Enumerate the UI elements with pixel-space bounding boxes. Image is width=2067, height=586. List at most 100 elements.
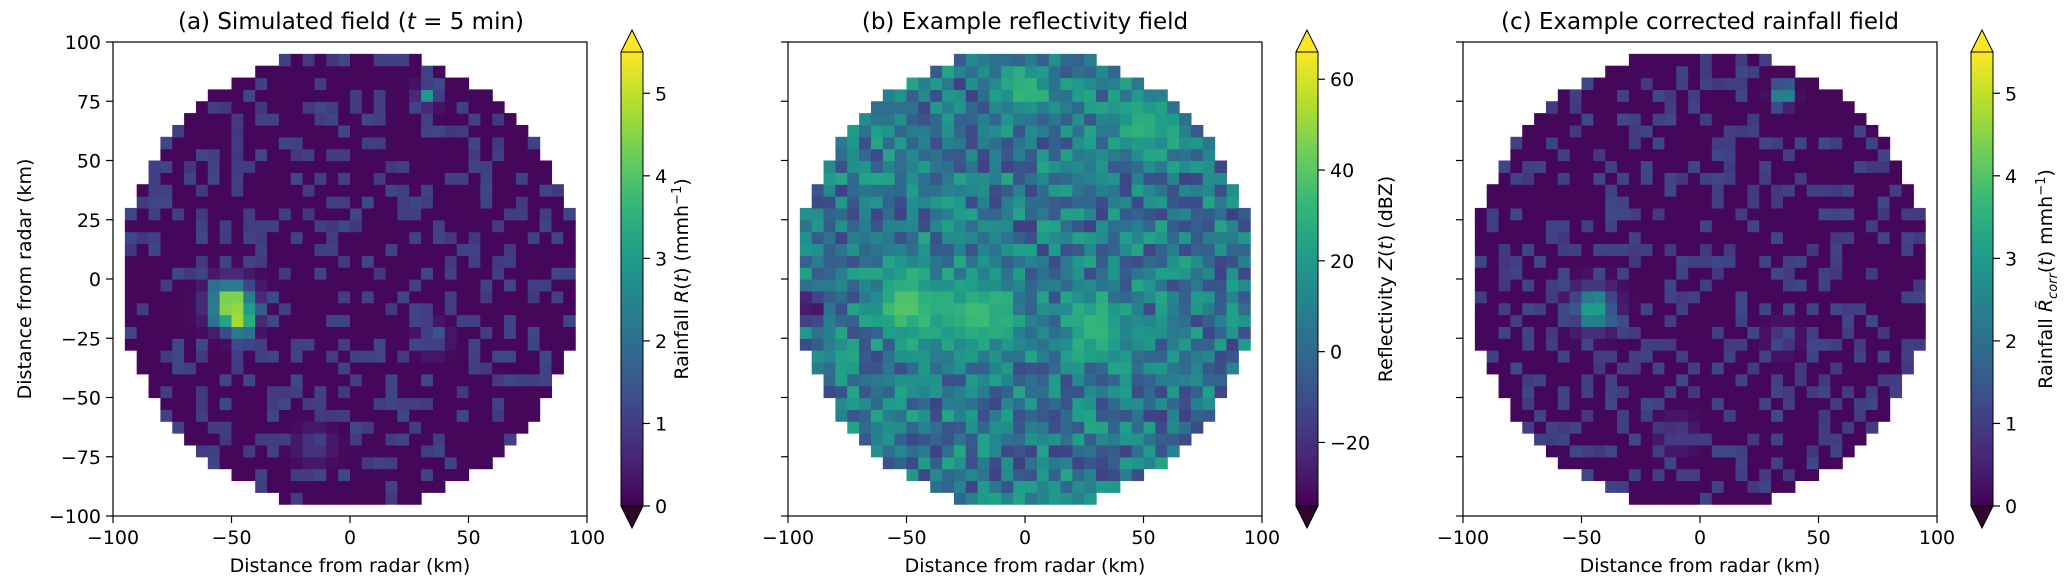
heatmap-cell — [551, 314, 564, 327]
heatmap-cell — [1617, 148, 1630, 162]
heatmap-cell — [527, 207, 541, 221]
heatmap-cell — [977, 243, 991, 256]
heatmap-cell — [1605, 456, 1618, 470]
heatmap-cell — [894, 456, 908, 470]
heatmap-cell — [515, 267, 529, 280]
heatmap-cell — [456, 361, 470, 375]
heatmap-cell — [1664, 279, 1677, 292]
heatmap-cell — [243, 207, 256, 221]
heatmap-cell — [468, 433, 481, 446]
heatmap-cell — [432, 124, 446, 138]
heatmap-cell — [338, 338, 351, 351]
heatmap-cell — [492, 338, 505, 351]
heatmap-cell — [1013, 172, 1026, 185]
heatmap-cell — [882, 314, 896, 327]
heatmap-cell — [231, 124, 244, 138]
heatmap-cell — [1700, 89, 1713, 102]
heatmap-cell — [314, 53, 327, 67]
heatmap-cell — [492, 184, 505, 197]
heatmap-cell — [989, 184, 1002, 197]
heatmap-cell — [1167, 302, 1180, 316]
heatmap-cell — [1865, 148, 1879, 162]
heatmap-cell — [255, 255, 268, 268]
heatmap-cell — [231, 207, 244, 221]
heatmap-cell — [1711, 444, 1725, 458]
heatmap-cell — [1179, 421, 1192, 434]
heatmap-cell — [444, 326, 458, 339]
heatmap-cell — [1143, 160, 1156, 173]
heatmap-cell — [1522, 290, 1535, 304]
heatmap-cell — [1072, 279, 1085, 292]
heatmap-cell — [811, 219, 825, 233]
heatmap-cell — [421, 409, 434, 422]
heatmap-cell — [1072, 255, 1085, 268]
heatmap-cell — [1854, 255, 1867, 268]
heatmap-cell — [539, 338, 553, 351]
heatmap-cell — [930, 338, 943, 351]
heatmap-cell — [1711, 314, 1725, 327]
heatmap-cell — [444, 373, 458, 387]
heatmap-cell — [1119, 314, 1133, 327]
heatmap-cell — [1001, 255, 1014, 268]
heatmap-cell — [1735, 160, 1748, 173]
heatmap-cell — [965, 124, 979, 138]
heatmap-cell — [468, 456, 481, 470]
heatmap-cell — [1735, 89, 1748, 102]
heatmap-cell — [1842, 350, 1855, 363]
heatmap-cell — [1001, 89, 1014, 102]
heatmap-cell — [1557, 385, 1571, 399]
heatmap-cell — [965, 113, 979, 126]
heatmap-cell — [1179, 136, 1192, 150]
heatmap-cell — [1782, 421, 1796, 434]
heatmap-cell — [1640, 184, 1654, 197]
heatmap-cell — [930, 207, 943, 221]
heatmap-cell — [1048, 444, 1062, 458]
heatmap-cell — [1664, 480, 1677, 493]
heatmap-cell — [1628, 397, 1642, 410]
heatmap-cell — [835, 207, 848, 221]
heatmap-cell — [930, 243, 943, 256]
heatmap-cell — [267, 243, 280, 256]
heatmap-cell — [1806, 302, 1820, 316]
heatmap-cell — [1557, 196, 1571, 209]
heatmap-cell — [1072, 172, 1085, 185]
heatmap-cell — [977, 492, 991, 505]
heatmap-cell — [1107, 219, 1121, 233]
heatmap-cell — [1060, 231, 1073, 245]
heatmap-cell — [492, 196, 505, 209]
heatmap-cell — [267, 148, 280, 162]
heatmap-cell — [255, 409, 268, 422]
heatmap-cell — [1036, 468, 1050, 482]
heatmap-cell — [1735, 172, 1748, 185]
heatmap-cell — [1605, 302, 1618, 316]
heatmap-cell — [1167, 444, 1180, 458]
heatmap-cell — [124, 207, 138, 221]
heatmap-cell — [989, 172, 1002, 185]
heatmap-cell — [1036, 124, 1050, 138]
heatmap-cell — [255, 397, 268, 410]
heatmap-cell — [515, 397, 529, 410]
heatmap-cell — [1664, 231, 1677, 245]
heatmap-cell — [504, 184, 517, 197]
heatmap-cell — [527, 160, 541, 173]
heatmap-cell — [1640, 219, 1654, 233]
heatmap-cell — [1060, 290, 1073, 304]
heatmap-cell — [1557, 207, 1571, 221]
heatmap-cell — [314, 243, 327, 256]
heatmap-cell — [965, 433, 979, 446]
heatmap-cell — [207, 172, 221, 185]
heatmap-cell — [1119, 148, 1133, 162]
heatmap-cell — [847, 361, 860, 375]
heatmap-cell — [1096, 326, 1109, 339]
panel-b-x-label: Distance from radar (km) — [905, 555, 1146, 577]
heatmap-cell — [1569, 196, 1583, 209]
heatmap-cell — [1167, 160, 1180, 173]
heatmap-cell — [1557, 338, 1571, 351]
heatmap-cell — [468, 113, 481, 126]
heatmap-cell — [444, 290, 458, 304]
heatmap-cell — [1557, 160, 1571, 173]
heatmap-cell — [1830, 231, 1843, 245]
heatmap-cell — [1865, 267, 1879, 280]
heatmap-cell — [1723, 290, 1737, 304]
